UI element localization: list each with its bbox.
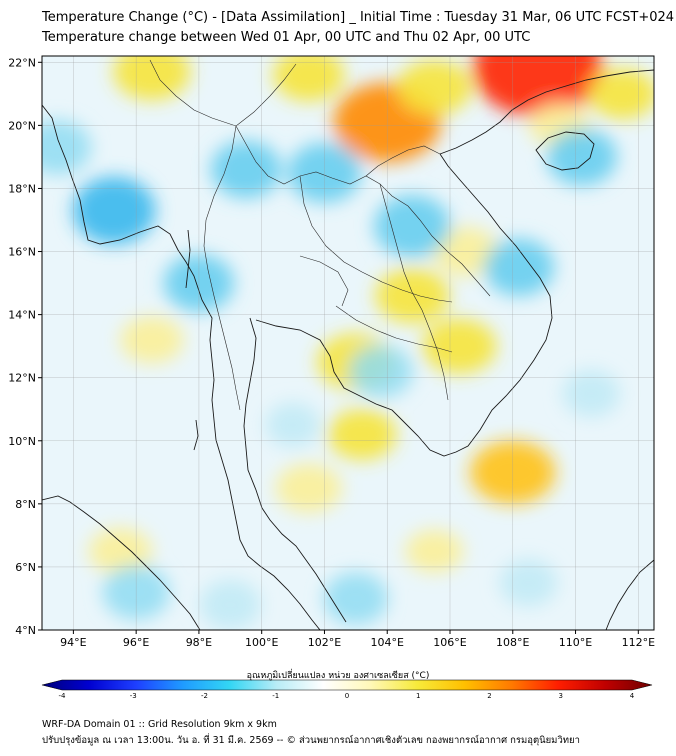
country-borders bbox=[149, 59, 491, 411]
coastlines bbox=[42, 69, 654, 630]
longitude-label: 104°E bbox=[371, 636, 404, 649]
warm-anomaly bbox=[405, 529, 464, 573]
longitude-label: 102°E bbox=[308, 636, 341, 649]
colorbar-scale bbox=[41, 679, 653, 691]
map-subtitle: Temperature change between Wed 01 Apr, 0… bbox=[42, 30, 531, 45]
longitude-label: 94°E bbox=[60, 636, 86, 649]
warm-anomaly bbox=[422, 318, 497, 374]
latitude-label: 22°N bbox=[8, 56, 36, 69]
latitude-label: 20°N bbox=[8, 119, 36, 132]
cool-anomaly bbox=[210, 140, 282, 199]
warm-anomaly bbox=[272, 56, 345, 102]
latitude-label: 16°N bbox=[8, 246, 36, 259]
graticule bbox=[42, 56, 654, 630]
colorbar-label: อุณหภูมิเปลี่ยนแปลง หน่วย องศาเซลเซียส (… bbox=[246, 671, 430, 681]
latitude-label: 10°N bbox=[8, 435, 36, 448]
cool-anomaly bbox=[483, 238, 555, 297]
warm-anomaly bbox=[275, 463, 342, 513]
longitude-label: 108°E bbox=[496, 636, 529, 649]
cool-anomaly bbox=[199, 579, 261, 630]
cool-anomaly bbox=[374, 194, 451, 258]
warm-anomaly bbox=[120, 316, 184, 364]
warm-anomaly bbox=[327, 408, 397, 460]
colorbar-tick-label: 2 bbox=[487, 692, 491, 700]
warm-anomaly bbox=[473, 56, 603, 117]
colorbar: -4 -3 -2 -1 0 1 2 3 4 bbox=[41, 679, 653, 700]
cool-anomaly bbox=[499, 558, 558, 607]
cool-anomaly bbox=[348, 345, 414, 398]
temperature-anomaly-layer bbox=[42, 56, 654, 630]
longitude-label: 110°E bbox=[559, 636, 592, 649]
map-frame bbox=[41, 55, 655, 631]
latitude-label: 8°N bbox=[15, 498, 36, 511]
longitude-labels: 94°E 96°E 98°E 100°E 102°E 104°E 106°E 108°E 110… bbox=[60, 630, 655, 649]
cool-anomaly bbox=[562, 369, 621, 418]
update-credit: ปรับปรุงข้อมูล ณ เวลา 13:00น. วัน อ. ที่… bbox=[42, 735, 580, 746]
colorbar-tick-label: 0 bbox=[345, 692, 349, 700]
warm-anomaly bbox=[588, 68, 654, 120]
warm-anomaly bbox=[375, 268, 450, 324]
cool-anomaly bbox=[546, 128, 618, 186]
colorbar-tick-label: -4 bbox=[59, 692, 67, 700]
colorbar-tick-label: 1 bbox=[416, 692, 420, 700]
latitude-label: 18°N bbox=[8, 182, 36, 195]
cool-anomaly bbox=[72, 176, 156, 245]
colorbar-tick-label: -1 bbox=[272, 692, 279, 700]
model-info: WRF-DA Domain 01 :: Grid Resolution 9km … bbox=[42, 719, 277, 730]
colorbar-tick-label: 3 bbox=[559, 692, 563, 700]
latitude-labels: 4°N 6°N 8°N 10°N 12°N 14°N 16°N 18°N 20°N 22°N bbox=[8, 56, 42, 637]
cool-anomaly bbox=[265, 402, 321, 448]
longitude-label: 96°E bbox=[123, 636, 149, 649]
longitude-label: 112°E bbox=[622, 636, 655, 649]
cool-anomaly bbox=[323, 572, 388, 625]
latitude-label: 14°N bbox=[8, 309, 36, 322]
latitude-label: 6°N bbox=[15, 561, 36, 574]
latitude-label: 4°N bbox=[15, 624, 36, 637]
longitude-label: 98°E bbox=[186, 636, 212, 649]
warm-anomaly bbox=[113, 56, 191, 101]
longitude-label: 100°E bbox=[245, 636, 278, 649]
latitude-label: 12°N bbox=[8, 372, 36, 385]
cool-anomaly bbox=[42, 119, 92, 175]
warm-anomaly bbox=[397, 59, 472, 116]
colorbar-tick-label: -3 bbox=[130, 692, 137, 700]
colorbar-tick-label: -2 bbox=[201, 692, 208, 700]
colorbar-tick-label: 4 bbox=[630, 692, 635, 700]
longitude-label: 106°E bbox=[433, 636, 466, 649]
map-title: Temperature Change (°C) - [Data Assimila… bbox=[42, 10, 675, 25]
